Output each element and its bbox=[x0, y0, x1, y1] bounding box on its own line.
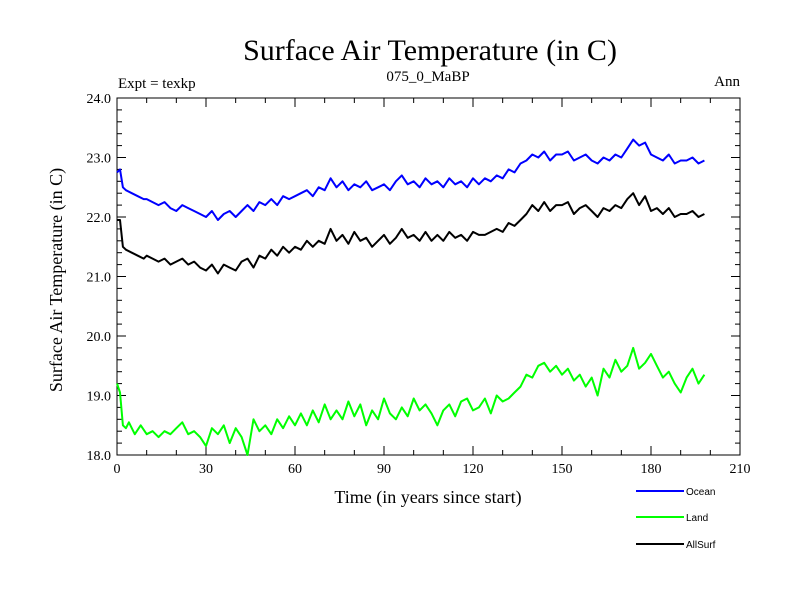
season-label: Ann bbox=[714, 74, 740, 90]
x-tick-label: 30 bbox=[199, 462, 213, 477]
legend-label-ocean: Ocean bbox=[686, 487, 715, 498]
x-tick-label: 0 bbox=[114, 462, 121, 477]
y-tick-label: 18.0 bbox=[87, 449, 112, 464]
y-tick-label: 20.0 bbox=[87, 330, 112, 345]
legend: Ocean Land AllSurf bbox=[636, 487, 716, 551]
x-tick-label: 180 bbox=[641, 462, 662, 477]
x-tick-label: 210 bbox=[730, 462, 751, 477]
chart-subtitle: 075_0_MaBP bbox=[386, 69, 469, 85]
x-tick-label: 60 bbox=[288, 462, 302, 477]
x-tick-label: 120 bbox=[463, 462, 484, 477]
legend-label-land: Land bbox=[686, 513, 708, 524]
x-axis-label: Time (in years since start) bbox=[334, 487, 521, 508]
series-line-allsurf bbox=[117, 192, 705, 275]
x-tick-label: 150 bbox=[552, 462, 573, 477]
experiment-label: Expt = texkp bbox=[118, 76, 196, 92]
chart-title: Surface Air Temperature (in C) bbox=[243, 34, 617, 67]
series-lines bbox=[116, 138, 706, 456]
y-tick-label: 21.0 bbox=[87, 271, 112, 286]
legend-label-allsurf: AllSurf bbox=[686, 540, 716, 551]
plot-frame bbox=[116, 97, 741, 456]
y-tick-label: 23.0 bbox=[87, 152, 112, 167]
y-tick-label: 24.0 bbox=[87, 92, 112, 107]
y-axis-label: Surface Air Temperature (in C) bbox=[46, 168, 67, 392]
x-tick-label: 90 bbox=[377, 462, 391, 477]
axis-ticks bbox=[116, 97, 741, 456]
y-tick-label: 19.0 bbox=[87, 390, 112, 405]
series-line-ocean bbox=[116, 138, 705, 221]
axis-tick-labels: 0 30 60 90 120 150 180 210 18.0 19.0 20.0 21.0 22.0 2… bbox=[87, 92, 751, 477]
series-line-land bbox=[116, 346, 706, 456]
y-tick-label: 22.0 bbox=[87, 211, 112, 226]
